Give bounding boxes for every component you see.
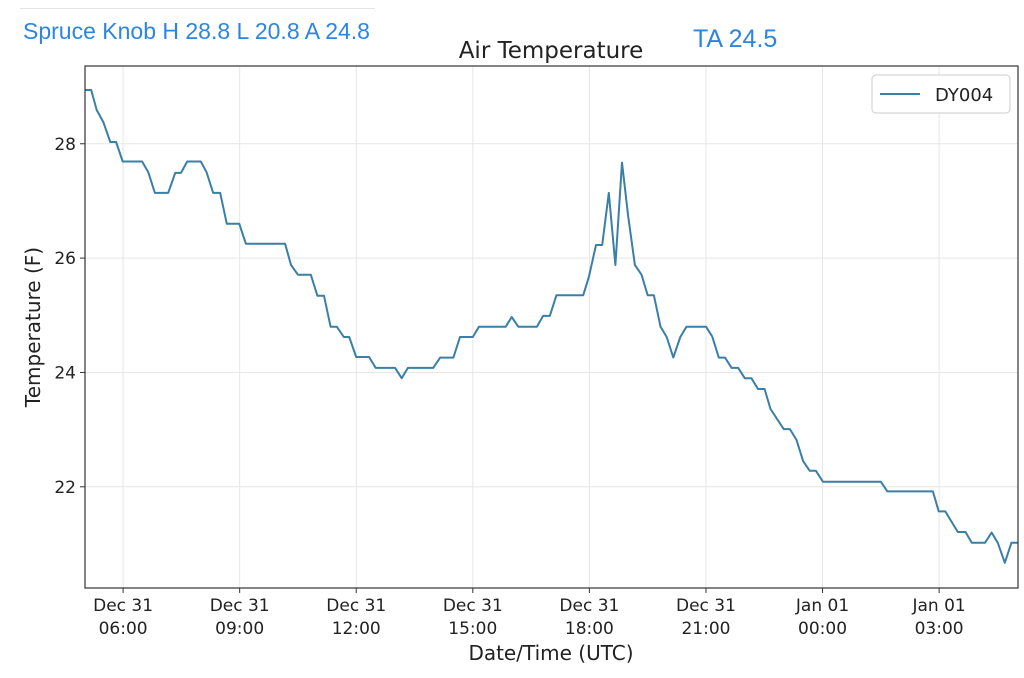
station-summary: Spruce Knob H 28.8 L 20.8 A 24.8	[23, 18, 370, 44]
x-tick-label-date: Dec 31	[559, 596, 619, 616]
x-tick-label-date: Dec 31	[676, 596, 736, 616]
x-tick-label-time: 18:00	[565, 619, 614, 639]
chart-title: Air Temperature	[459, 38, 644, 64]
y-tick-label: 26	[54, 249, 76, 269]
x-tick-label-time: 12:00	[332, 619, 381, 639]
grid	[85, 66, 1018, 588]
plot-frame	[84, 65, 1019, 589]
legend-box	[871, 74, 1011, 114]
x-tick-label-date: Dec 31	[93, 596, 153, 616]
x-axis-label: Date/Time (UTC)	[468, 641, 633, 665]
x-tick-label-date: Dec 31	[210, 596, 270, 616]
x-tick-label-time: 06:00	[99, 619, 148, 639]
x-tick-label-date: Jan 01	[911, 596, 965, 616]
legend-label: DY004	[935, 85, 993, 106]
x-tick-label-date: Dec 31	[443, 596, 503, 616]
x-tick-label-time: 15:00	[448, 619, 497, 639]
y-tick-label: 22	[54, 478, 76, 498]
y-axis-ticks: 22 24 26 28	[54, 135, 85, 498]
x-tick-label-date: Jan 01	[795, 596, 849, 616]
series-line-dy004	[85, 89, 1018, 564]
legend: DY004	[871, 74, 1011, 114]
x-tick-label-time: 00:00	[798, 619, 847, 639]
x-tick-label-date: Dec 31	[326, 596, 386, 616]
x-tick-label-time: 21:00	[681, 619, 730, 639]
x-tick-label-time: 09:00	[215, 619, 264, 639]
x-tick-label-time: 03:00	[915, 619, 964, 639]
y-tick-label: 24	[54, 363, 76, 383]
series-line-group	[85, 89, 1018, 564]
header-divider	[20, 8, 375, 9]
x-axis-ticks: Dec 31 06:00 Dec 31 09:00 Dec 31 12:00 Dec 31 1…	[93, 588, 966, 639]
y-axis-label: Temperature (F)	[21, 247, 45, 408]
ta-value: TA 24.5	[693, 25, 778, 53]
y-tick-label: 28	[54, 135, 76, 155]
